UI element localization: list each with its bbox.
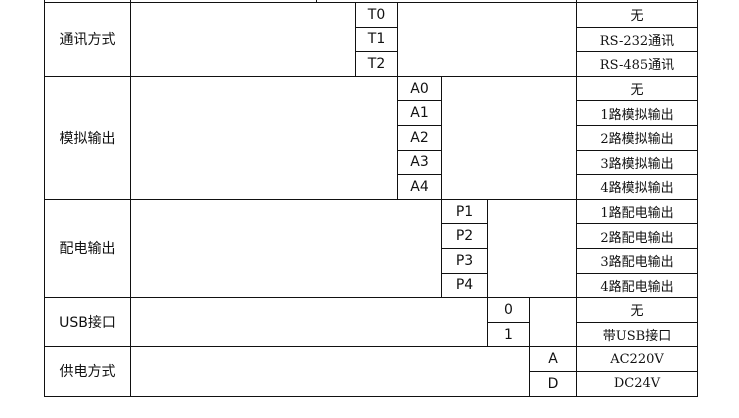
- blank-cell: [529, 297, 577, 348]
- option-description: 无: [576, 75, 698, 102]
- option-description: 带USB接口: [576, 321, 698, 348]
- blank-cell: [487, 198, 577, 299]
- group-label: 模拟输出: [44, 75, 131, 200]
- option-code: 1: [487, 321, 530, 348]
- group-label: 供电方式: [44, 346, 131, 397]
- option-code: 0: [487, 297, 530, 323]
- option-description: 4路模拟输出: [576, 174, 698, 200]
- option-description: 4路配电输出: [576, 272, 698, 299]
- blank-cell: [441, 75, 577, 200]
- blank-cell: [130, 198, 442, 299]
- option-code: P1: [441, 198, 488, 225]
- option-code: P3: [441, 248, 488, 274]
- option-description: 3路配电输出: [576, 248, 698, 274]
- option-description: RS-232通讯: [576, 26, 698, 53]
- blank-cell: [130, 297, 488, 348]
- blank-cell: [397, 2, 577, 77]
- option-description: 1路模拟输出: [576, 100, 698, 126]
- option-code: A4: [397, 174, 442, 200]
- option-code: A1: [397, 100, 442, 126]
- option-description: 2路配电输出: [576, 223, 698, 249]
- option-description: 1路配电输出: [576, 198, 698, 225]
- group-label: 配电输出: [44, 198, 131, 299]
- option-code: P4: [441, 272, 488, 299]
- group-label: USB接口: [44, 297, 131, 348]
- option-code: P2: [441, 223, 488, 249]
- option-code: A3: [397, 149, 442, 176]
- option-code: T2: [355, 51, 398, 77]
- option-description: 3路模拟输出: [576, 149, 698, 176]
- option-code: D: [529, 371, 577, 397]
- option-code: T0: [355, 2, 398, 28]
- option-description: 无: [576, 297, 698, 323]
- option-description: AC220V: [576, 346, 698, 372]
- option-code: A0: [397, 75, 442, 102]
- blank-cell: [130, 2, 356, 77]
- option-code: A: [529, 346, 577, 372]
- blank-cell: [130, 346, 530, 397]
- option-code: T1: [355, 26, 398, 53]
- option-code: A2: [397, 125, 442, 151]
- option-description: 无: [576, 2, 698, 28]
- option-description: RS-485通讯: [576, 51, 698, 77]
- option-description: DC24V: [576, 371, 698, 397]
- group-label: 通讯方式: [44, 2, 131, 77]
- blank-cell: [130, 75, 398, 200]
- option-description: 2路模拟输出: [576, 125, 698, 151]
